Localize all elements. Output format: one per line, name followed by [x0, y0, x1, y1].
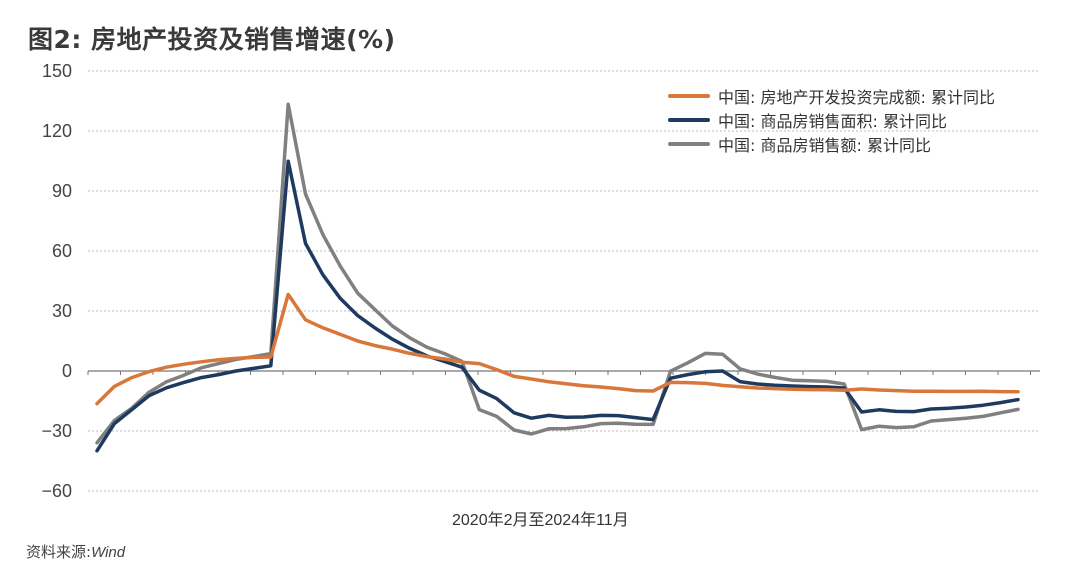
y-tick-label: 60 [52, 241, 72, 261]
source-value: Wind [91, 544, 126, 561]
y-tick-label: 150 [42, 61, 72, 81]
legend-item-sales-value: 中国: 商品房销售额: 累计同比 [668, 132, 995, 156]
y-tick-label: −60 [41, 481, 72, 501]
legend-item-investment: 中国: 房地产开发投资完成额: 累计同比 [668, 84, 995, 108]
y-tick-label: 120 [42, 121, 72, 141]
y-axis-ticks: 150 120 90 60 30 0 −30 −60 [41, 61, 72, 501]
source-note: 资料来源:Wind [26, 541, 125, 562]
gridlines [88, 70, 1040, 492]
series-line-sales-area [95, 159, 1020, 453]
legend-swatch-orange [668, 94, 710, 98]
series-lines [95, 102, 1020, 453]
y-tick-label: 90 [52, 181, 72, 201]
legend-label: 中国: 商品房销售面积: 累计同比 [718, 112, 947, 131]
legend-label: 中国: 房地产开发投资完成额: 累计同比 [718, 88, 995, 107]
source-label: 资料来源: [26, 543, 92, 561]
y-tick-label: −30 [41, 421, 72, 441]
legend-swatch-gray [668, 142, 710, 146]
series-line-investment [95, 292, 1020, 406]
legend-item-sales-area: 中国: 商品房销售面积: 累计同比 [668, 108, 995, 132]
x-axis-label: 2020年2月至2024年11月 [452, 512, 629, 529]
chart-title: 图2: 房地产投资及销售增速(%) [28, 25, 396, 54]
legend-label: 中国: 商品房销售额: 累计同比 [718, 136, 931, 155]
y-tick-label: 0 [62, 361, 72, 381]
y-tick-label: 30 [52, 301, 72, 321]
legend: 中国: 房地产开发投资完成额: 累计同比 中国: 商品房销售面积: 累计同比 中… [668, 84, 995, 156]
legend-swatch-navy [668, 118, 710, 122]
